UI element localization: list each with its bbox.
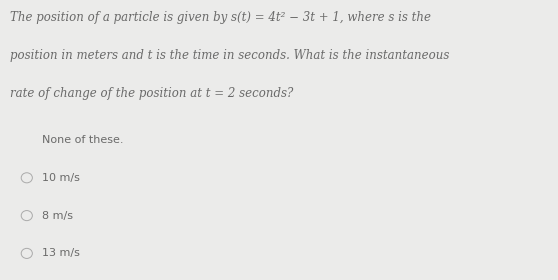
- Text: 8 m/s: 8 m/s: [42, 211, 73, 221]
- Text: 10 m/s: 10 m/s: [42, 173, 80, 183]
- Text: position in meters and t is the time in seconds. What is the instantaneous: position in meters and t is the time in …: [10, 49, 449, 62]
- Text: 13 m/s: 13 m/s: [42, 248, 80, 258]
- Text: The position of a particle is given by s(t) = 4t² − 3t + 1, where s is the: The position of a particle is given by s…: [10, 11, 431, 24]
- Text: None of these.: None of these.: [42, 135, 123, 145]
- Text: rate of change of the position at t = 2 seconds?: rate of change of the position at t = 2 …: [10, 87, 294, 100]
